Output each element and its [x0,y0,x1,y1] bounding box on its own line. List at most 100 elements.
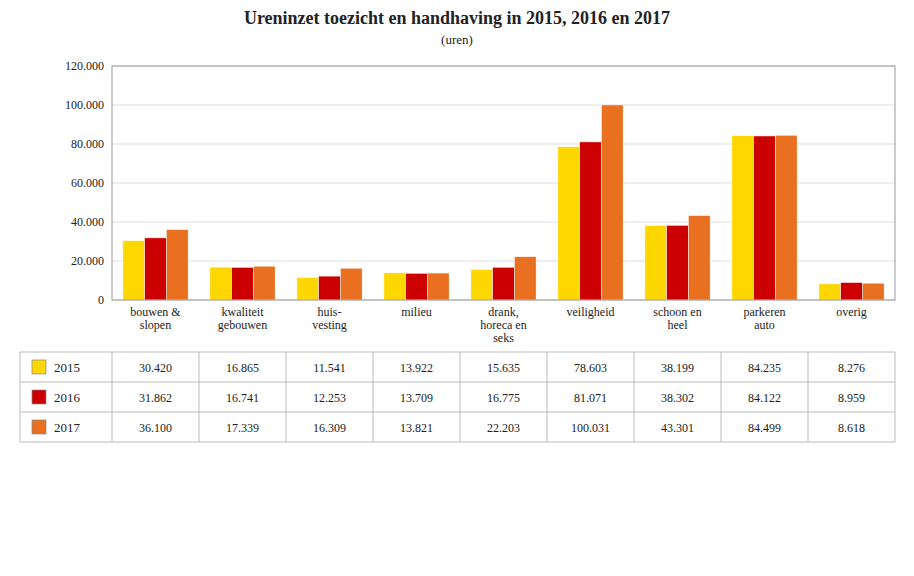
x-tick-label: huis-vesting [312,305,347,332]
table-value: 8.959 [838,391,865,405]
bar [297,277,319,300]
y-tick-label: 0 [98,293,104,307]
legend-label: 2016 [54,390,81,405]
bar [558,147,580,300]
table-value: 13.922 [400,361,433,375]
bar [775,135,797,300]
y-tick-label: 20.000 [71,254,104,268]
table-rule [20,442,895,443]
y-tick-label: 80.000 [71,137,104,151]
bar [319,276,341,300]
plot-frame [112,66,895,300]
table-rule [721,352,722,442]
table-value: 15.635 [487,361,520,375]
x-tick-label: veiligheid [567,305,615,319]
table-rule [199,352,200,442]
x-tick-label: parkerenauto [744,305,786,332]
table-value: 17.339 [226,421,259,435]
table-value: 13.709 [400,391,433,405]
table-value: 22.203 [487,421,520,435]
legend-swatch [32,390,46,404]
table-value: 84.235 [748,361,781,375]
table-rule [112,352,113,442]
bar [601,105,623,300]
legend-swatch [32,360,46,374]
bar [645,226,667,300]
value-table: 2015 30.420 16.865 11.541 13.922 15.635 78.603… [20,352,895,442]
bars [123,105,884,300]
legend-swatch [32,420,46,434]
y-tick-label: 100.000 [65,98,104,112]
table-value: 78.603 [574,361,607,375]
bar [688,216,710,300]
table-value: 16.775 [487,391,520,405]
title: Ureninzet toezicht en handhaving in 2015… [244,8,670,28]
table-value: 13.821 [400,421,433,435]
bar [427,273,449,300]
table-rule [634,352,635,442]
bar [384,273,406,300]
table-value: 36.100 [139,421,172,435]
table-value: 11.541 [313,361,346,375]
table-value: 16.865 [226,361,259,375]
table-value: 38.302 [661,391,694,405]
x-tick-label: milieu [401,305,432,319]
x-tick-label: bouwen &slopen [130,305,181,332]
table-value: 38.199 [661,361,694,375]
legend-label: 2015 [54,360,80,375]
table-value: 84.499 [748,421,781,435]
bar [493,267,515,300]
y-tick-label: 60.000 [71,176,104,190]
bar [471,270,493,300]
table-value: 81.071 [574,391,607,405]
table-value: 100.031 [571,421,610,435]
bar [166,230,188,300]
table-rule [286,352,287,442]
x-tick-label: schoon enheel [653,305,701,332]
table-rule [20,352,21,442]
table-rule [20,412,895,413]
grid [112,66,895,300]
table-value: 8.276 [838,361,865,375]
bar [667,225,689,300]
bar [232,267,254,300]
bar [145,238,167,300]
table-value: 8.618 [838,421,865,435]
bar [406,273,428,300]
y-tick-label: 120.000 [65,59,104,73]
bar [819,284,841,300]
x-tick-label: kwaliteitgebouwen [218,305,267,332]
bar [514,257,536,300]
bar [340,268,362,300]
bar [841,283,863,300]
table-value: 84.122 [748,391,781,405]
bar [862,283,884,300]
table-value: 16.309 [313,421,346,435]
table-value: 16.741 [226,391,259,405]
bar [210,267,232,300]
subtitle: (uren) [441,32,473,47]
table-rule [20,382,895,383]
x-tick-label: overig [836,305,867,319]
plot-area [112,66,895,300]
bar [253,266,275,300]
bar [732,136,754,300]
table-value: 31.862 [139,391,172,405]
table-value: 12.253 [313,391,346,405]
y-tick-label: 40.000 [71,215,104,229]
bar [754,136,776,300]
legend-label: 2017 [54,420,81,435]
table-rule [460,352,461,442]
x-tick-label: drank,horeca enseks [480,305,526,345]
table-rule [547,352,548,442]
table-rule [895,352,896,442]
grid-line [112,105,895,106]
table-rule [373,352,374,442]
table-value: 30.420 [139,361,172,375]
chart: Ureninzet toezicht en handhaving in 2015… [0,0,914,576]
table-rule [808,352,809,442]
table-rule [20,352,895,353]
table-value: 43.301 [661,421,694,435]
bar [580,142,602,300]
bar [123,241,145,300]
